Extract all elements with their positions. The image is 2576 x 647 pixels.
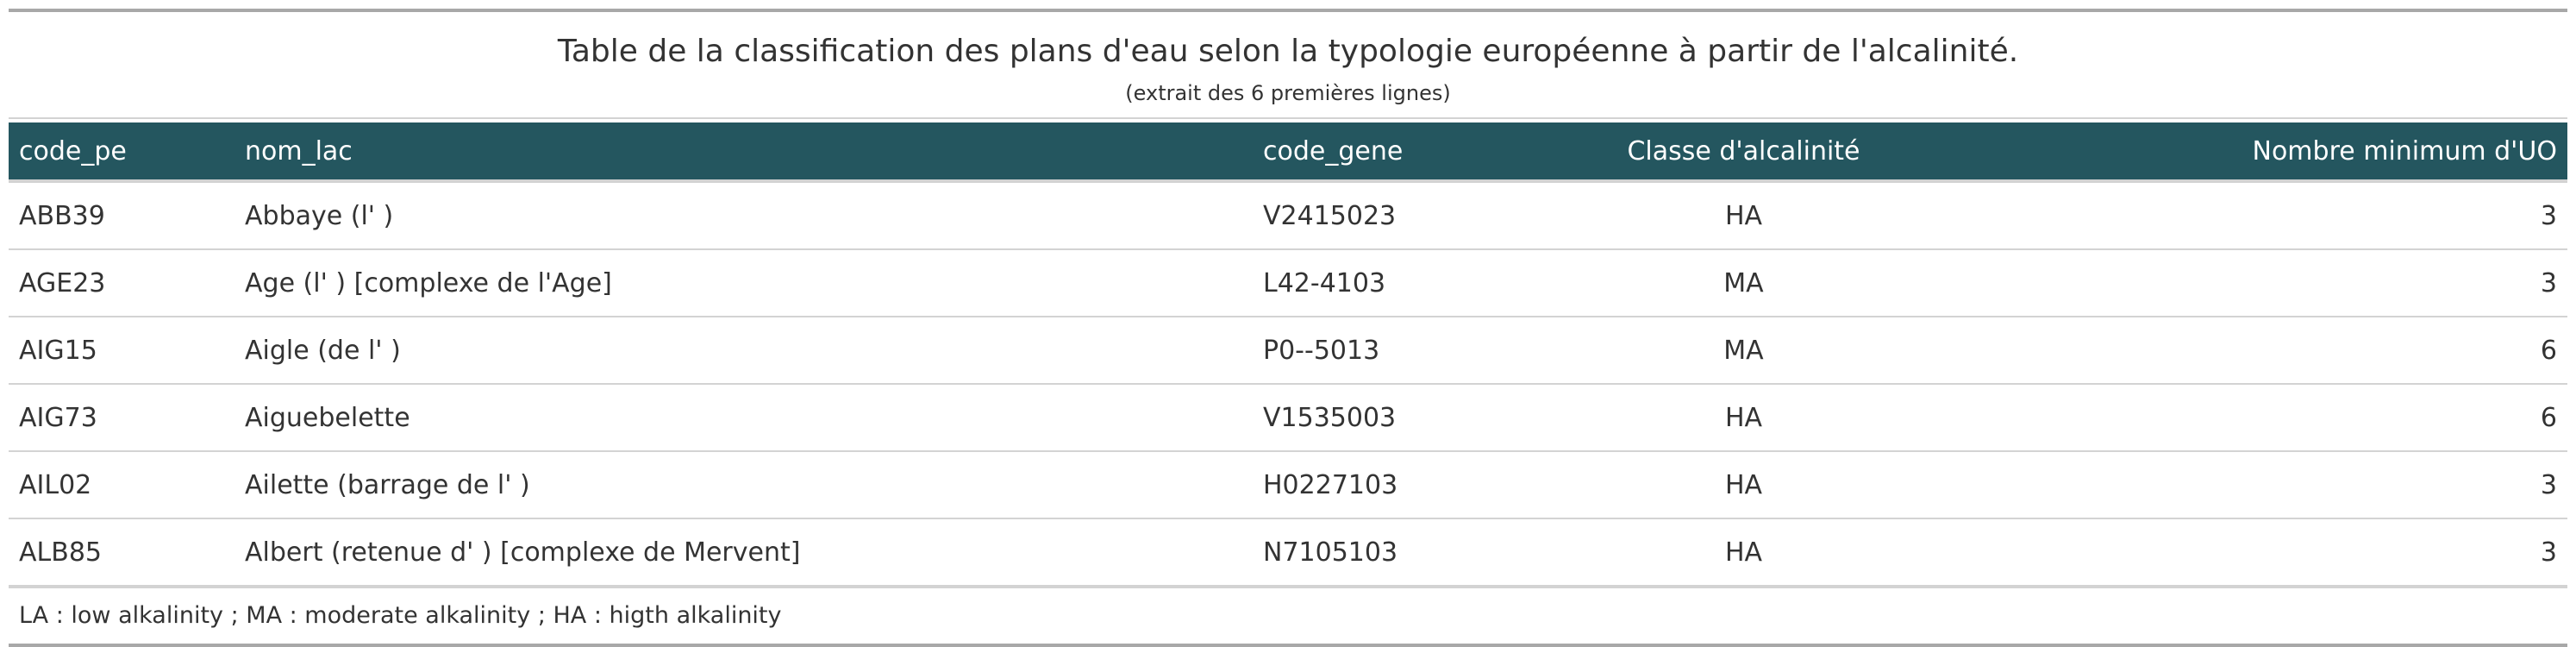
cell-classe-alcalinite: MA: [1552, 249, 1935, 317]
cell-nom-lac: Ailette (barrage de l' ): [234, 451, 1253, 519]
cell-classe-alcalinite: HA: [1552, 181, 1935, 250]
table-container: Table de la classification des plans d'e…: [9, 9, 2567, 647]
cell-code-gene: N7105103: [1253, 518, 1552, 588]
cell-code-gene: V2415023: [1253, 181, 1552, 250]
cell-nombre-minimum-uo: 6: [1935, 317, 2567, 385]
cell-code-pe: AIG73: [9, 384, 234, 452]
cell-code-gene: L42-4103: [1253, 249, 1552, 317]
cell-code-pe: ABB39: [9, 181, 234, 250]
table-subtitle: (extrait des 6 premières lignes): [1125, 81, 1451, 105]
cell-classe-alcalinite: HA: [1552, 451, 1935, 519]
table-header: code_pe nom_lac code_gene Classe d'alcal…: [9, 122, 2567, 183]
cell-code-gene: V1535003: [1253, 384, 1552, 452]
cell-nom-lac: Age (l' ) [complexe de l'Age]: [234, 249, 1253, 317]
table-body: ABB39 Abbaye (l' ) V2415023 HA 3 AGE23 A…: [9, 181, 2567, 588]
cell-nom-lac: Albert (retenue d' ) [complexe de Merven…: [234, 518, 1253, 588]
table-row: AGE23 Age (l' ) [complexe de l'Age] L42-…: [9, 249, 2567, 317]
cell-nombre-minimum-uo: 6: [1935, 384, 2567, 452]
classification-table: code_pe nom_lac code_gene Classe d'alcal…: [9, 122, 2567, 588]
table-row: AIG73 Aiguebelette V1535003 HA 6: [9, 384, 2567, 452]
cell-nombre-minimum-uo: 3: [1935, 249, 2567, 317]
cell-nom-lac: Abbaye (l' ): [234, 181, 1253, 250]
cell-code-pe: AIL02: [9, 451, 234, 519]
table-footnote: LA : low alkalinity ; MA : moderate alka…: [19, 602, 782, 629]
cell-nom-lac: Aigle (de l' ): [234, 317, 1253, 385]
cell-nombre-minimum-uo: 3: [1935, 451, 2567, 519]
table-row: AIL02 Ailette (barrage de l' ) H0227103 …: [9, 451, 2567, 519]
column-header-nom-lac: nom_lac: [234, 122, 1253, 183]
title-divider: [9, 117, 2567, 122]
cell-classe-alcalinite: MA: [1552, 317, 1935, 385]
cell-nombre-minimum-uo: 3: [1935, 518, 2567, 588]
cell-nombre-minimum-uo: 3: [1935, 181, 2567, 250]
cell-code-gene: H0227103: [1253, 451, 1552, 519]
column-header-nombre-minimum-uo: Nombre minimum d'UO: [1935, 122, 2567, 183]
cell-nom-lac: Aiguebelette: [234, 384, 1253, 452]
column-header-classe-alcalinite: Classe d'alcalinité: [1552, 122, 1935, 183]
table-row: AIG15 Aigle (de l' ) P0--5013 MA 6: [9, 317, 2567, 385]
table-title: Table de la classification des plans d'e…: [557, 34, 2019, 69]
column-header-code-gene: code_gene: [1253, 122, 1552, 183]
table-row: ALB85 Albert (retenue d' ) [complexe de …: [9, 518, 2567, 588]
cell-classe-alcalinite: HA: [1552, 518, 1935, 588]
table-row: ABB39 Abbaye (l' ) V2415023 HA 3: [9, 181, 2567, 250]
cell-classe-alcalinite: HA: [1552, 384, 1935, 452]
cell-code-gene: P0--5013: [1253, 317, 1552, 385]
cell-code-pe: ALB85: [9, 518, 234, 588]
column-header-code-pe: code_pe: [9, 122, 234, 183]
cell-code-pe: AIG15: [9, 317, 234, 385]
cell-code-pe: AGE23: [9, 249, 234, 317]
header-row: code_pe nom_lac code_gene Classe d'alcal…: [9, 122, 2567, 183]
